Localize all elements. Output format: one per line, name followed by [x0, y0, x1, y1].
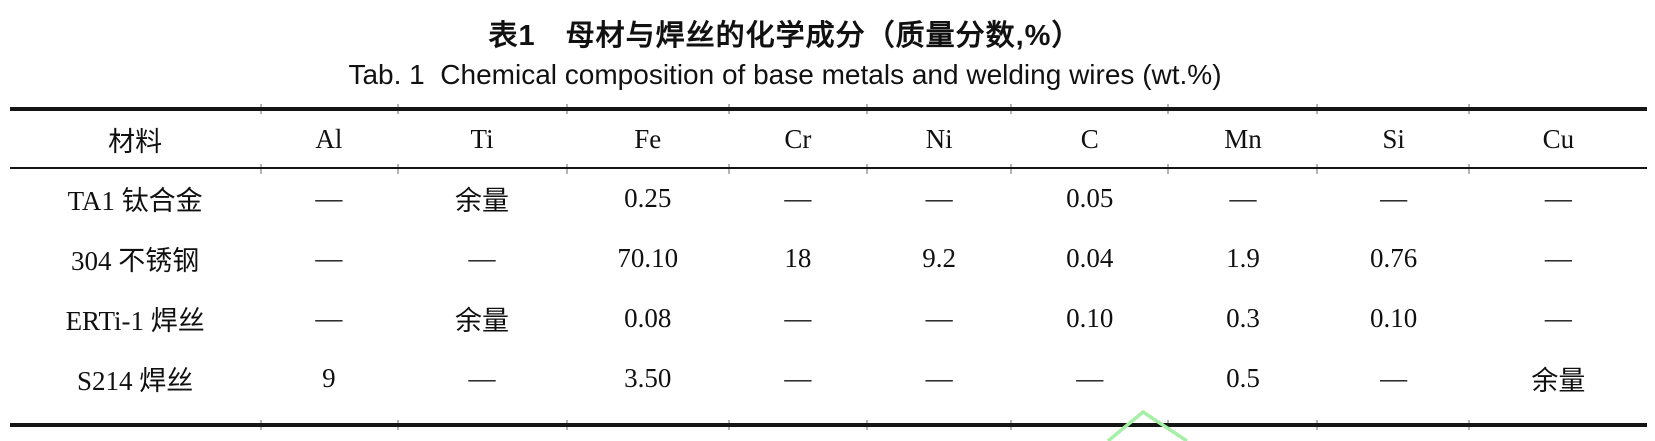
column-boundary-tick	[1167, 164, 1170, 174]
table-bottom-rule	[10, 423, 1647, 427]
table-cell: —	[784, 302, 812, 333]
table-cell: —	[784, 363, 812, 393]
column-boundary-tick	[865, 164, 868, 174]
table-cell: —	[1076, 363, 1104, 393]
header-cell-fe: Fe	[566, 111, 729, 169]
header-cell-si: Si	[1317, 111, 1470, 169]
table-cell: —	[315, 302, 343, 333]
header-cell-mn: Mn	[1168, 111, 1318, 169]
table-cell: —	[468, 242, 496, 273]
table-cell: 0.76	[1369, 242, 1418, 273]
table-row: ERTi-1 焊丝 — 余量 0.08 — — 0.10 0.3 0.10 —	[10, 288, 1647, 348]
header-cell-cr: Cr	[728, 111, 867, 169]
column-boundary-tick	[565, 164, 568, 174]
header-cell-al: Al	[260, 111, 398, 169]
table-cell: —	[1380, 363, 1408, 393]
table-top-rule	[10, 107, 1647, 111]
table-cell: 0.08	[624, 302, 672, 333]
header-cell-ti: Ti	[397, 111, 567, 169]
table-row: S214 焊丝 9 — 3.50 — — — 0.5 — 余量	[10, 348, 1647, 421]
table-cell: —	[784, 183, 812, 213]
table-cell: 余量	[455, 186, 510, 216]
composition-table: 材料 Al Ti Fe Cr Ni C Mn Si Cu TA1 钛合金 — 余…	[10, 111, 1647, 421]
column-boundary-tick	[259, 164, 262, 174]
table-cell: —	[925, 302, 953, 333]
table-cell: 18	[784, 242, 812, 273]
table-cell: —	[315, 242, 343, 273]
table-cell: —	[925, 183, 953, 213]
header-cell-material: 材料	[10, 111, 261, 169]
table-cell: 0.3	[1226, 302, 1260, 333]
header-row: 材料 Al Ti Fe Cr Ni C Mn Si Cu	[10, 111, 1647, 169]
table-cell: 0.10	[1066, 302, 1114, 333]
table-cell: 余量	[455, 305, 510, 336]
header-cell-ni: Ni	[867, 111, 1012, 169]
table-cell: 0.5	[1226, 363, 1260, 393]
table-cell: 3.50	[624, 363, 672, 393]
column-boundary-tick	[1468, 164, 1471, 174]
table-cell: —	[925, 363, 953, 393]
table-caption-en: Tab. 1 Chemical composition of base meta…	[348, 59, 1222, 90]
table-cell: S214 焊丝	[77, 366, 194, 396]
header-cell-c: C	[1011, 111, 1169, 169]
table-cell: —	[1544, 183, 1572, 213]
table-cell: 9.2	[922, 242, 956, 273]
table-cell: 0.05	[1066, 183, 1114, 213]
table-cell: 1.9	[1226, 242, 1260, 273]
table-cell: ERTi-1 焊丝	[65, 305, 205, 336]
table-cell: —	[1544, 302, 1572, 333]
header-cell-cu: Cu	[1469, 111, 1647, 169]
table-cell: 余量	[1531, 366, 1586, 396]
table-cell: TA1 钛合金	[67, 186, 203, 216]
column-boundary-tick	[727, 164, 730, 174]
column-ticks-mid	[10, 164, 1647, 174]
table-row: 304 不锈钢 — — 70.10 18 9.2 0.04 1.9 0.76 —	[10, 228, 1647, 288]
table-cell: —	[1229, 183, 1257, 213]
table-cell: —	[315, 183, 343, 213]
table-cell: —	[468, 363, 496, 393]
table-cell: 9	[322, 363, 336, 393]
table-cell: —	[1544, 242, 1572, 273]
column-boundary-tick	[1315, 164, 1318, 174]
table-cell: 0.10	[1369, 302, 1418, 333]
table-cell: 70.10	[617, 242, 679, 273]
table-row: TA1 钛合金 — 余量 0.25 — — 0.05 — — —	[10, 168, 1647, 228]
table-cell: 0.25	[624, 183, 672, 213]
column-boundary-tick	[1010, 164, 1013, 174]
table-cell: 304 不锈钢	[71, 245, 200, 276]
column-boundary-tick	[396, 164, 399, 174]
table-cell: —	[1380, 183, 1408, 213]
table-cell: 0.04	[1066, 242, 1114, 273]
table-caption-zh: 表1 母材与焊丝的化学成分（质量分数,%）	[488, 20, 1082, 52]
